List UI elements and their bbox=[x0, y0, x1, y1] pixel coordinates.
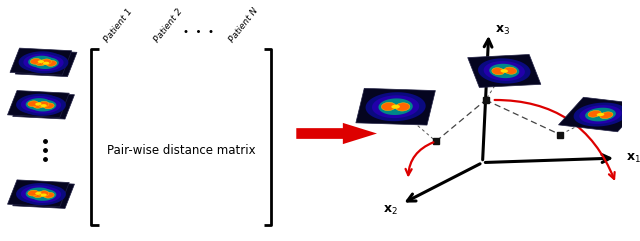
Polygon shape bbox=[372, 95, 419, 118]
Polygon shape bbox=[33, 57, 59, 69]
Polygon shape bbox=[38, 191, 49, 197]
Polygon shape bbox=[26, 98, 61, 114]
Polygon shape bbox=[8, 180, 69, 207]
Polygon shape bbox=[8, 91, 69, 118]
Text: Patient N: Patient N bbox=[227, 6, 260, 44]
Polygon shape bbox=[44, 103, 54, 109]
Polygon shape bbox=[40, 194, 47, 196]
Polygon shape bbox=[13, 92, 74, 119]
Polygon shape bbox=[38, 101, 49, 107]
Polygon shape bbox=[10, 48, 72, 75]
Polygon shape bbox=[365, 92, 426, 121]
Polygon shape bbox=[504, 67, 516, 74]
Polygon shape bbox=[31, 189, 56, 201]
Polygon shape bbox=[38, 60, 44, 63]
Polygon shape bbox=[40, 104, 47, 107]
Polygon shape bbox=[356, 88, 435, 125]
Polygon shape bbox=[28, 101, 38, 107]
Polygon shape bbox=[489, 64, 519, 78]
Polygon shape bbox=[26, 187, 51, 199]
Polygon shape bbox=[13, 181, 74, 208]
Polygon shape bbox=[492, 68, 504, 75]
Text: $\mathbf{x}_3$: $\mathbf{x}_3$ bbox=[495, 24, 510, 37]
Polygon shape bbox=[33, 192, 44, 198]
Polygon shape bbox=[26, 98, 51, 110]
Polygon shape bbox=[600, 112, 613, 119]
Polygon shape bbox=[396, 103, 410, 111]
Polygon shape bbox=[44, 192, 54, 198]
Polygon shape bbox=[468, 54, 541, 87]
Text: Pair-wise distance matrix: Pair-wise distance matrix bbox=[107, 144, 256, 157]
Text: $\mathbf{x}_1$: $\mathbf{x}_1$ bbox=[626, 152, 640, 165]
Polygon shape bbox=[573, 103, 627, 127]
Text: Patient 2: Patient 2 bbox=[152, 7, 184, 44]
Polygon shape bbox=[478, 58, 531, 84]
Polygon shape bbox=[16, 183, 61, 204]
Polygon shape bbox=[579, 105, 621, 124]
Polygon shape bbox=[21, 96, 56, 112]
Polygon shape bbox=[43, 62, 49, 65]
Polygon shape bbox=[19, 51, 63, 72]
Polygon shape bbox=[16, 94, 61, 114]
Text: $\mathbf{x}_2$: $\mathbf{x}_2$ bbox=[383, 204, 398, 217]
Polygon shape bbox=[28, 190, 38, 196]
Polygon shape bbox=[31, 100, 56, 111]
Polygon shape bbox=[46, 60, 57, 66]
Polygon shape bbox=[35, 192, 42, 195]
Polygon shape bbox=[596, 113, 604, 116]
Polygon shape bbox=[23, 54, 58, 70]
Polygon shape bbox=[24, 53, 68, 74]
Polygon shape bbox=[29, 55, 63, 71]
Text: Patient 1: Patient 1 bbox=[103, 7, 135, 44]
Polygon shape bbox=[26, 187, 61, 203]
Polygon shape bbox=[21, 185, 56, 201]
Polygon shape bbox=[378, 98, 413, 115]
Polygon shape bbox=[36, 60, 46, 66]
Polygon shape bbox=[21, 95, 66, 116]
Polygon shape bbox=[585, 108, 616, 121]
Polygon shape bbox=[41, 59, 51, 65]
Polygon shape bbox=[21, 185, 66, 205]
Polygon shape bbox=[500, 69, 508, 73]
Polygon shape bbox=[588, 110, 601, 117]
Polygon shape bbox=[28, 56, 54, 67]
Polygon shape bbox=[296, 123, 377, 144]
Polygon shape bbox=[33, 102, 44, 108]
Polygon shape bbox=[484, 61, 525, 81]
Polygon shape bbox=[559, 97, 640, 132]
Polygon shape bbox=[35, 103, 42, 106]
Polygon shape bbox=[381, 102, 396, 111]
Polygon shape bbox=[15, 50, 77, 77]
Text: •  •  •: • • • bbox=[183, 27, 214, 37]
Polygon shape bbox=[30, 58, 41, 64]
Polygon shape bbox=[391, 105, 400, 109]
